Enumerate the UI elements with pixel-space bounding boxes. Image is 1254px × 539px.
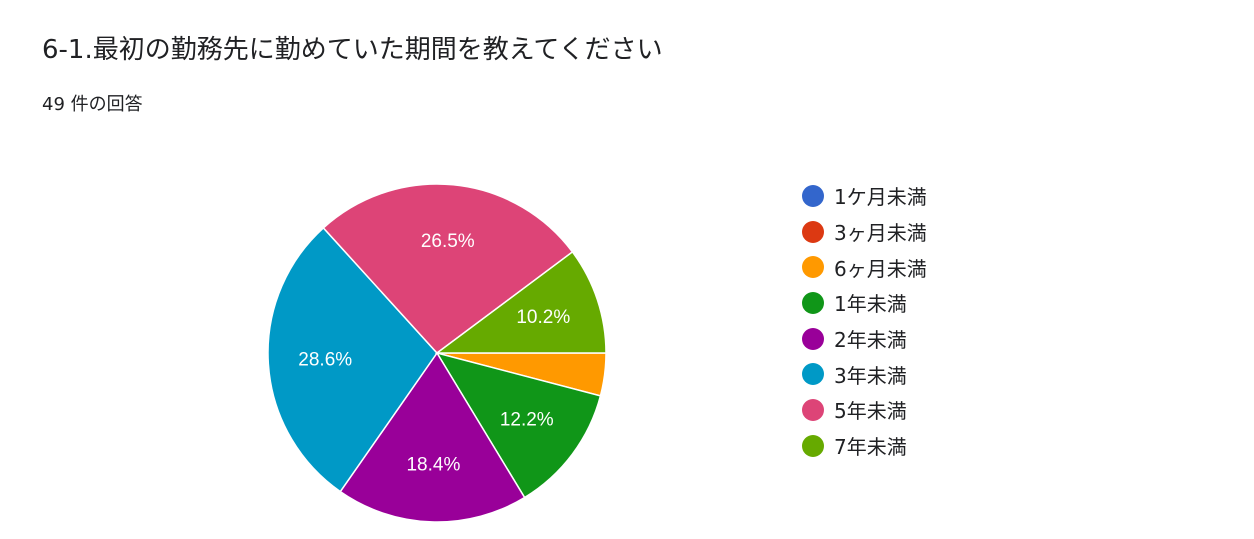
legend-item[interactable]: 1ケ月未満: [802, 178, 927, 214]
legend-color-dot: [802, 220, 824, 243]
legend-color-dot: [802, 434, 824, 457]
legend-item[interactable]: 2年未満: [802, 321, 927, 357]
legend-label: 2年未満: [834, 328, 907, 353]
legend-color-dot: [802, 363, 824, 386]
pie-slice[interactable]: [322, 183, 574, 355]
legend-item[interactable]: 5年未満: [802, 392, 927, 428]
question-title: 6-1.最初の勤務先に勤めていた期間を教えてください: [42, 35, 663, 65]
legend-label: 6ヶ月未満: [834, 256, 927, 281]
legend-color-dot: [802, 398, 824, 421]
slice-percent-label: 26.5%: [421, 231, 475, 252]
legend-item[interactable]: 7年未満: [802, 428, 927, 464]
legend-color-dot: [802, 327, 824, 350]
legend-item[interactable]: 1年未満: [802, 285, 927, 321]
response-count: 49 件の回答: [42, 94, 143, 115]
legend-label: 3ヶ月未満: [834, 221, 927, 246]
legend-color-dot: [802, 184, 824, 207]
legend-item[interactable]: 3年未満: [802, 356, 927, 392]
pie-slice[interactable]: [435, 351, 602, 499]
legend-label: 3年未満: [834, 363, 907, 388]
slice-percent-label: 28.6%: [298, 350, 352, 371]
legend-label: 5年未満: [834, 399, 907, 424]
slice-percent-label: 10.2%: [516, 307, 570, 328]
legend-label: 1ケ月未満: [834, 185, 927, 210]
legend-label: 7年未満: [834, 435, 907, 460]
legend-color-dot: [802, 291, 824, 314]
pie-slice[interactable]: [267, 226, 438, 493]
slice-percent-label: 18.4%: [406, 454, 460, 475]
pie-slice[interactable]: [434, 250, 607, 354]
slice-percent-label: 12.2%: [500, 409, 554, 430]
legend-label: 1年未満: [834, 292, 907, 317]
legend-item[interactable]: 3ヶ月未満: [802, 214, 927, 250]
pie-slice[interactable]: [339, 351, 526, 523]
legend-color-dot: [802, 256, 824, 279]
legend-item[interactable]: 6ヶ月未満: [802, 249, 927, 285]
chart-legend: 1ケ月未満 3ヶ月未満 6ヶ月未満 1年未満 2年未満 3年未満 5年未満 7年未満: [802, 178, 927, 464]
